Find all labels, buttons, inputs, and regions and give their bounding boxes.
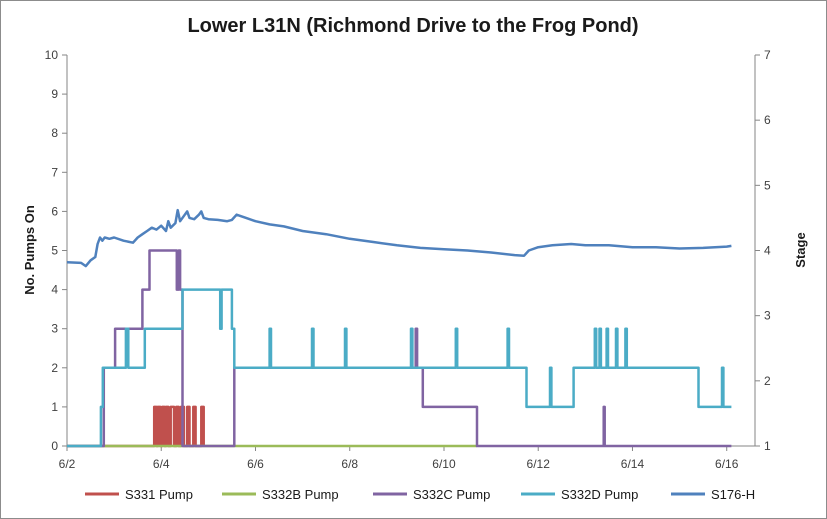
y-axis-left-label: No. Pumps On: [22, 205, 37, 295]
y-axis-right-label: Stage: [793, 232, 808, 267]
x-tick-label: 6/2: [59, 457, 76, 471]
left-tick-label: 4: [51, 283, 58, 297]
legend-label-s176-h: S176-H: [711, 487, 755, 502]
series-line-s332d-pump: [67, 288, 732, 448]
x-tick-label: 6/16: [715, 457, 739, 471]
left-tick-label: 5: [51, 244, 58, 258]
x-axis-ticks: 6/2 6/4 6/6 6/8 6/10 6/12 6/14 6/16: [59, 446, 739, 471]
legend-label-s332c-pump: S332C Pump: [413, 487, 490, 502]
x-tick-label: 6/4: [153, 457, 170, 471]
legend-label-s332b-pump: S332B Pump: [262, 487, 339, 502]
series-line-s176-h: [66, 208, 732, 268]
legend: S331 Pump S332B Pump S332C Pump S332D Pump S…: [85, 487, 755, 502]
left-tick-label: 9: [51, 87, 58, 101]
x-tick-label: 6/6: [247, 457, 264, 471]
x-tick-label: 6/12: [527, 457, 551, 471]
chart-title: Lower L31N (Richmond Drive to the Frog P…: [187, 15, 638, 37]
series-layer: [66, 208, 732, 448]
right-tick-label: 1: [764, 439, 771, 453]
x-tick-label: 6/14: [621, 457, 645, 471]
left-tick-label: 8: [51, 126, 58, 140]
x-tick-label: 6/8: [341, 457, 358, 471]
left-tick-label: 3: [51, 322, 58, 336]
left-tick-label: 1: [51, 400, 58, 414]
left-tick-label: 0: [51, 439, 58, 453]
right-tick-label: 5: [764, 178, 771, 192]
right-tick-label: 6: [764, 113, 771, 127]
right-tick-label: 7: [764, 48, 771, 62]
right-tick-label: 4: [764, 244, 771, 258]
right-tick-label: 2: [764, 374, 771, 388]
right-tick-label: 3: [764, 309, 771, 323]
x-tick-label: 6/10: [432, 457, 456, 471]
right-axis-ticks: 1 2 3 4 5 6 7: [755, 48, 771, 453]
legend-label-s331-pump: S331 Pump: [125, 487, 193, 502]
series-line-s332c-pump: [67, 249, 732, 448]
left-tick-label: 7: [51, 165, 58, 179]
left-tick-label: 10: [45, 48, 59, 62]
left-tick-label: 2: [51, 361, 58, 375]
left-axis-ticks: 0 1 2 3 4 5 6 7 8 9 10: [45, 48, 67, 453]
legend-label-s332d-pump: S332D Pump: [561, 487, 638, 502]
left-tick-label: 6: [51, 204, 58, 218]
